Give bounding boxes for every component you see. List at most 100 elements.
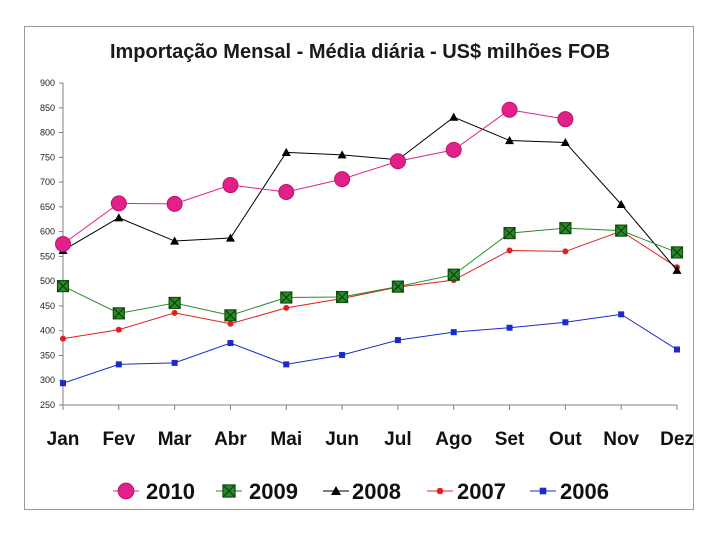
data-point-2009 xyxy=(335,290,349,304)
legend-label: 2006 xyxy=(560,479,609,504)
legend-label: 2007 xyxy=(457,479,506,504)
data-point-2008 xyxy=(505,135,515,145)
x-tick-label: Mai xyxy=(270,429,302,450)
data-point-2010 xyxy=(445,141,462,158)
data-point-2010 xyxy=(278,183,295,200)
series-line-2008 xyxy=(62,116,678,271)
x-tick-label: Jul xyxy=(384,429,411,450)
data-point-2006 xyxy=(115,361,122,368)
data-point-2007 xyxy=(562,248,569,255)
series-2007 xyxy=(60,228,680,342)
data-point-2009 xyxy=(503,227,516,240)
data-point-2008 xyxy=(225,233,235,242)
x-tick-label: Ago xyxy=(435,429,472,450)
data-point-2006 xyxy=(60,380,66,387)
series-layer xyxy=(55,101,684,387)
x-tick-label: Mar xyxy=(158,429,192,450)
legend-item-2008: 2008 xyxy=(323,479,401,504)
y-tick-label: 350 xyxy=(40,350,55,360)
data-point-2007 xyxy=(171,309,178,316)
series-2006 xyxy=(60,311,680,387)
series-line-2007 xyxy=(62,230,678,340)
legend-label: 2008 xyxy=(352,479,401,504)
x-tick-label: Jun xyxy=(325,429,359,450)
y-tick-label: 850 xyxy=(40,103,55,113)
series-2008 xyxy=(58,112,682,274)
data-point-2006 xyxy=(674,346,680,353)
data-point-2009 xyxy=(559,222,572,235)
data-point-2007 xyxy=(115,326,122,333)
y-tick-label: 550 xyxy=(40,251,55,261)
data-point-2008 xyxy=(672,265,682,274)
data-point-2008 xyxy=(616,199,626,208)
x-tick-label: Jan xyxy=(47,429,80,450)
x-tick-label: Abr xyxy=(214,429,247,450)
legend-item-2010: 2010 xyxy=(113,479,195,504)
chart-frame xyxy=(24,26,694,510)
data-point-2006 xyxy=(618,311,625,318)
series-2010 xyxy=(55,101,574,252)
data-point-2009 xyxy=(670,246,684,259)
data-point-2010 xyxy=(557,111,574,128)
y-tick-label: 300 xyxy=(40,375,55,385)
legend: 2010 2009 2008 2007 2006 xyxy=(113,479,609,504)
data-point-2010 xyxy=(55,236,71,252)
data-point-2010 xyxy=(501,101,518,118)
legend-marker-2010 xyxy=(117,482,135,500)
data-point-2008 xyxy=(449,112,459,121)
data-point-2010 xyxy=(389,153,406,170)
legend-marker-2008 xyxy=(331,486,341,495)
data-point-2007 xyxy=(227,320,234,327)
data-point-2006 xyxy=(283,361,290,368)
data-point-2006 xyxy=(394,337,401,344)
x-tick-label: Nov xyxy=(603,429,639,450)
y-tick-label: 250 xyxy=(40,400,55,410)
y-tick-label: 400 xyxy=(40,326,55,336)
legend-label: 2009 xyxy=(249,479,298,504)
y-tick-label: 750 xyxy=(40,152,55,162)
data-point-2009 xyxy=(168,296,181,310)
legend-marker-2006 xyxy=(539,487,547,495)
data-point-2008 xyxy=(337,150,347,159)
data-point-2008 xyxy=(170,236,180,245)
series-line-2010 xyxy=(62,109,566,245)
data-point-2007 xyxy=(60,335,66,342)
series-line-2006 xyxy=(62,313,678,384)
data-point-2009 xyxy=(112,307,125,320)
data-point-2007 xyxy=(506,247,513,254)
legend-marker-2009 xyxy=(222,484,236,498)
axis-ticks: 250 300 350 400 450 500 550 600 650 700 750 800 850 9… xyxy=(40,78,694,450)
legend-item-2009: 2009 xyxy=(216,479,298,504)
data-point-2010 xyxy=(222,177,239,194)
x-tick-label: Out xyxy=(549,429,582,450)
data-point-2009 xyxy=(447,268,460,281)
data-point-2009 xyxy=(56,280,70,293)
data-point-2009 xyxy=(280,291,293,304)
data-point-2006 xyxy=(506,324,513,331)
data-point-2010 xyxy=(110,195,127,212)
legend-item-2006: 2006 xyxy=(530,479,609,504)
data-point-2007 xyxy=(283,304,290,311)
x-tick-label: Dez xyxy=(660,429,694,450)
series-line-2009 xyxy=(62,227,678,316)
y-tick-label: 500 xyxy=(40,276,55,286)
data-point-2006 xyxy=(562,319,569,326)
y-tick-label: 800 xyxy=(40,128,55,138)
data-point-2010 xyxy=(334,171,351,188)
data-point-2008 xyxy=(560,137,570,147)
y-tick-label: 700 xyxy=(40,177,55,187)
data-point-2006 xyxy=(171,359,178,366)
y-tick-label: 450 xyxy=(40,301,55,311)
data-point-2009 xyxy=(224,309,237,322)
legend-marker-2007 xyxy=(436,487,444,495)
data-point-2008 xyxy=(281,147,291,156)
data-point-2006 xyxy=(227,340,234,347)
data-point-2006 xyxy=(339,351,346,358)
data-point-2008 xyxy=(114,213,124,222)
x-tick-label: Fev xyxy=(102,429,135,450)
data-point-2006 xyxy=(450,329,457,336)
y-tick-label: 650 xyxy=(40,202,55,212)
series-2009 xyxy=(56,222,684,322)
chart-title: Importação Mensal - Média diária - US$ m… xyxy=(110,41,610,63)
